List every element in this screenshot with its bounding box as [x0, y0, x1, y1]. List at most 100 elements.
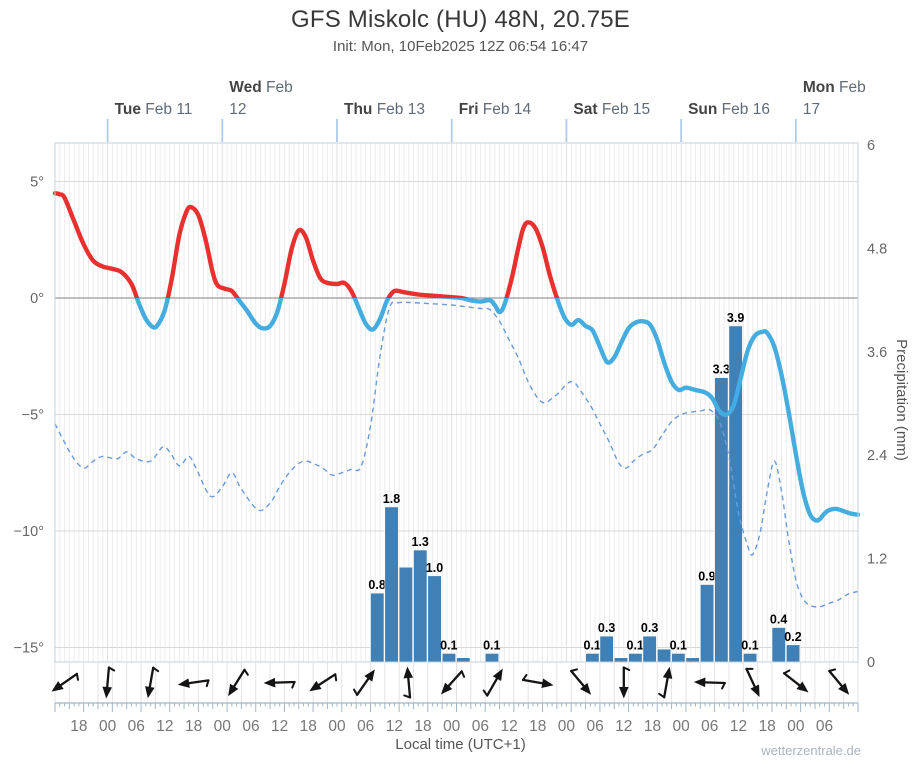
x-tick-label: 18 [185, 718, 202, 735]
wind-arrow [102, 666, 116, 699]
x-tick-label: 06 [472, 718, 489, 735]
precipitation-bar [585, 653, 600, 663]
precipitation-bar-label: 0.9 [698, 570, 715, 584]
watermark: wetterzentrale.de [761, 743, 861, 758]
day-label: Sun Feb 16 [688, 101, 770, 118]
precipitation-bar-label: 0.1 [440, 638, 457, 652]
precipitation-bar-label: 0.2 [784, 630, 801, 644]
wind-arrow [403, 666, 414, 699]
x-tick-label: 12 [156, 718, 173, 735]
x-tick-label: 00 [328, 718, 346, 735]
wind-arrow [658, 666, 673, 699]
x-tick-label: 06 [701, 718, 718, 735]
wind-arrow [228, 668, 249, 697]
dew-point-curve [54, 301, 859, 608]
precipitation-bar [441, 653, 457, 663]
precipitation-bar [613, 657, 629, 663]
precipitation-bar-label: 3.3 [713, 363, 730, 377]
temp-tick-label: −15° [14, 641, 44, 657]
precipitation-bar [370, 592, 385, 663]
x-tick-label: 12 [271, 718, 288, 735]
x-tick-label: 06 [586, 718, 603, 735]
precipitation-bar-label: 1.3 [412, 535, 429, 549]
wind-arrow [828, 668, 850, 695]
day-labels: Tue Feb 11 Wed Feb 12 Thu Feb 13 Fri Feb 14 S… [106, 79, 866, 142]
wind-strip [51, 663, 859, 703]
chart-title: GFS Miskolc (HU) 48N, 20.75E [290, 6, 631, 33]
precip-tick-label: 0 [867, 655, 875, 671]
temperature-curve-above-zero [52, 190, 560, 298]
day-label-line2: 17 [803, 101, 820, 118]
hour-ruler [54, 702, 859, 712]
day-label: Mon Feb [803, 79, 866, 96]
x-tick-label: 12 [615, 718, 632, 735]
day-label: Fri Feb 14 [459, 101, 532, 118]
wind-arrow [145, 666, 160, 699]
precipitation-bar [714, 377, 729, 663]
precip-tick-labels: 6 4.8 3.6 2.4 1.2 0 [867, 138, 887, 671]
precip-tick-label: 1.2 [867, 552, 887, 568]
x-tick-label: 00 [558, 718, 576, 735]
precipitation-bar [642, 635, 657, 663]
wind-arrow [263, 677, 296, 689]
precipitation-bar [628, 653, 643, 663]
precipitation-bar [599, 635, 614, 663]
precipitation-bar-label: 0.4 [770, 613, 787, 627]
wind-arrow [482, 668, 503, 697]
precipitation-bar-label: 0.8 [368, 578, 385, 592]
precipitation-bar-label: 0.1 [741, 638, 758, 652]
precipitation-bar-label: 1.8 [383, 492, 400, 506]
x-tick-label: 00 [214, 718, 232, 735]
precipitation-bar-label: 0.1 [627, 638, 644, 652]
wind-arrow [570, 668, 592, 695]
wind-arrow [353, 669, 375, 696]
x-tick-label: 12 [500, 718, 517, 735]
precip-tick-label: 6 [867, 138, 875, 154]
wind-arrow [521, 673, 554, 689]
x-tick-label: 06 [357, 718, 374, 735]
precip-axis-title: Precipitation (mm) [893, 339, 910, 461]
x-tick-label: 18 [644, 718, 661, 735]
x-tick-label: 18 [414, 718, 431, 735]
precipitation-bar-label: 0.1 [670, 638, 687, 652]
wind-arrow [309, 673, 338, 692]
day-label: Sat Feb 15 [573, 101, 650, 118]
wind-arrow [51, 672, 79, 692]
temp-tick-label: 0° [30, 291, 44, 307]
precipitation-bar-label: 0.3 [641, 621, 658, 635]
x-tick-label: 18 [759, 718, 776, 735]
precipitation-bar [456, 657, 471, 663]
precipitation-bar [699, 584, 715, 663]
day-label: Thu Feb 13 [344, 101, 425, 118]
wind-arrow [782, 669, 809, 693]
precipitation-bars: 0.8 1.8 1.3 1.0 0.1 0.1 0.1 0.3 0.1 0.3 0.1 0.9 3.3 3… [368, 311, 802, 663]
precip-tick-label: 3.6 [867, 345, 887, 361]
wind-arrow [440, 670, 466, 695]
wind-arrow [745, 667, 760, 698]
day-label: Tue Feb 11 [115, 101, 193, 118]
precip-tick-label: 4.8 [867, 241, 887, 257]
temperature-curve-below-zero [134, 298, 861, 523]
precipitation-bar [685, 657, 700, 663]
precipitation-bar-label: 3.9 [727, 311, 744, 325]
x-tick-label: 06 [242, 718, 259, 735]
precipitation-bar [484, 653, 500, 663]
chart-subtitle: Init: Mon, 10Feb2025 12Z 06:54 16:47 [332, 38, 589, 55]
wind-arrow [177, 678, 210, 688]
x-tick-label: 18 [300, 718, 317, 735]
x-tick-label: 18 [529, 718, 546, 735]
x-tick-labels: 18 00 06 12 18 00 06 12 18 00 06 12 18 00 06 12 18 00 06 12… [70, 718, 833, 735]
x-tick-label: 00 [672, 718, 690, 735]
wind-arrow [619, 666, 631, 699]
x-tick-label: 06 [816, 718, 833, 735]
x-tick-label: 18 [70, 718, 87, 735]
precipitation-bar [384, 506, 399, 663]
temp-tick-label: −10° [14, 524, 44, 540]
x-tick-label: 00 [443, 718, 461, 735]
precipitation-bar-label: 0.3 [598, 621, 615, 635]
x-tick-label: 12 [386, 718, 403, 735]
x-axis-title: Local time (UTC+1) [395, 736, 526, 753]
day-label-line2: 12 [229, 101, 246, 118]
temp-tick-label: −5° [22, 408, 44, 424]
